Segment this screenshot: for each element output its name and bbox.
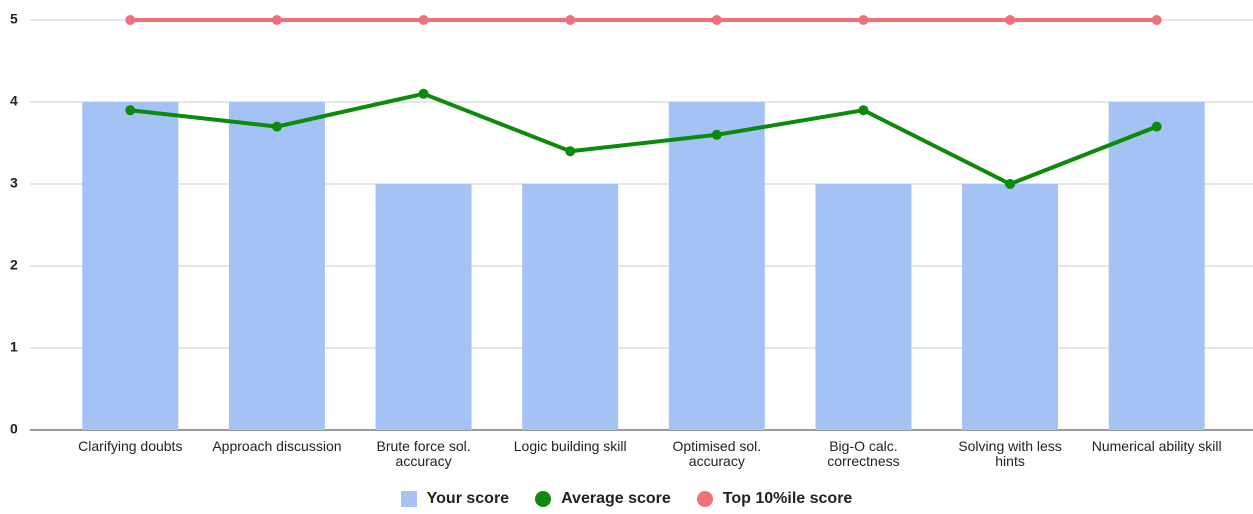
- point: [565, 146, 576, 157]
- legend-swatch: [535, 491, 552, 507]
- x-tick-label: Big-O calc. correctness: [827, 438, 900, 469]
- point: [711, 15, 722, 25]
- legend-item: Average score: [535, 490, 671, 508]
- point: [1151, 15, 1162, 25]
- bar: [815, 184, 912, 430]
- legend-label: Your score: [426, 490, 510, 507]
- x-tick-label: Logic building skill: [513, 438, 627, 454]
- bar: [228, 102, 325, 430]
- legend-item: Top 10%ile score: [696, 490, 853, 508]
- bar: [522, 184, 619, 430]
- x-tick-label: Numerical ability skill: [1091, 438, 1222, 454]
- legend-label: Top 10%ile score: [722, 490, 853, 507]
- point: [418, 15, 429, 25]
- bar: [962, 184, 1059, 430]
- point: [565, 15, 576, 25]
- y-tick-label: 5: [10, 11, 18, 27]
- legend-item: Your score: [400, 490, 510, 508]
- bar: [375, 184, 472, 430]
- point: [1005, 15, 1016, 25]
- y-tick-label: 1: [10, 339, 18, 355]
- bar: [82, 102, 179, 430]
- y-tick-label: 2: [10, 257, 18, 273]
- point: [1005, 179, 1016, 189]
- point: [271, 121, 282, 132]
- x-tick-label: Optimised sol. accuracy: [672, 438, 762, 469]
- y-tick-label: 0: [10, 421, 18, 437]
- point: [858, 15, 869, 25]
- point: [711, 129, 722, 140]
- point: [418, 88, 429, 99]
- x-tick-label: Solving with less hints: [958, 438, 1062, 469]
- point: [858, 105, 869, 116]
- point: [271, 15, 282, 25]
- x-tick-label: Brute force sol. accuracy: [376, 438, 471, 469]
- x-tick-label: Clarifying doubts: [78, 438, 183, 454]
- y-tick-label: 4: [10, 93, 18, 109]
- legend-swatch: [696, 491, 713, 507]
- point: [125, 15, 136, 25]
- y-tick-label: 3: [10, 175, 18, 191]
- bar: [1108, 102, 1205, 430]
- legend: Your score Average score Top 10%ile score: [0, 490, 1253, 508]
- bar: [668, 102, 765, 430]
- point: [125, 105, 136, 116]
- legend-label: Average score: [561, 490, 671, 507]
- legend-swatch: [400, 491, 417, 507]
- point: [1151, 121, 1162, 132]
- line: [130, 91, 1158, 186]
- x-tick-label: Approach discussion: [212, 438, 342, 454]
